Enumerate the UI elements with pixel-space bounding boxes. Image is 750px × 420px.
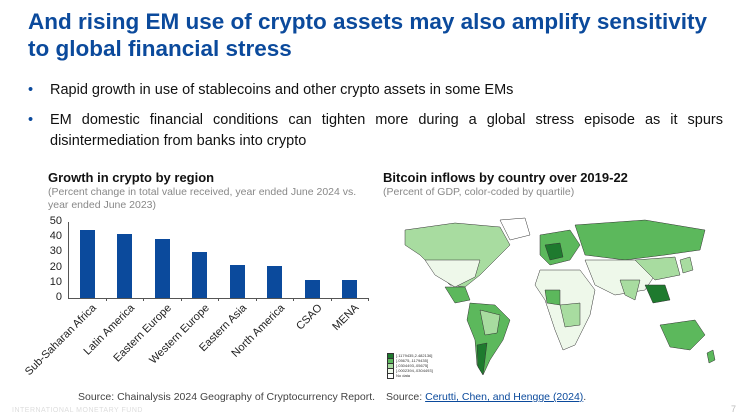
x-tick <box>143 298 144 301</box>
x-tick-label: Sub-Saharan Africa <box>23 302 100 378</box>
y-tick-label: 30 <box>49 245 62 258</box>
source-prefix: Source: <box>386 391 426 403</box>
x-tick <box>180 298 182 301</box>
x-tick <box>293 298 294 301</box>
bullet-icon: • <box>28 82 34 98</box>
legend-entry: No data <box>387 372 433 379</box>
bar <box>79 229 95 298</box>
bar <box>117 234 133 298</box>
x-tick <box>218 298 219 301</box>
x-tick-label: CSAO <box>293 302 325 333</box>
bar <box>229 264 245 298</box>
map-subtitle: (Percent of GDP, color-coded by quartile… <box>383 186 575 198</box>
world-choropleth-map <box>404 217 716 376</box>
y-tick-label: 50 <box>49 215 62 227</box>
y-tick-label: 10 <box>49 275 62 288</box>
bar-chart-title: Growth in crypto by region <box>48 170 215 185</box>
page-number: 7 <box>730 404 736 414</box>
source-suffix: . <box>583 391 587 403</box>
legend-label: No data <box>396 373 411 378</box>
map-legend: [.1179435,2.482136] [.05675,.1179435] [.… <box>387 352 433 379</box>
bullet-icon: • <box>28 112 34 128</box>
x-tick-label: MENA <box>330 302 362 333</box>
x-tick <box>255 298 257 301</box>
map-source: Source: Cerutti, Chen, and Hengge (2024)… <box>386 391 586 403</box>
bar <box>192 252 208 298</box>
footer-org: INTERNATIONAL MONETARY FUND <box>12 407 143 414</box>
bar <box>342 279 358 298</box>
x-tick <box>105 298 107 301</box>
bullet-text: EM domestic financial conditions can tig… <box>50 112 723 149</box>
legend-label: [.05675,.1179435] <box>396 358 428 363</box>
bar <box>304 279 320 298</box>
bar <box>154 238 170 298</box>
y-tick-label: 0 <box>55 291 62 303</box>
y-axis <box>68 222 69 298</box>
bullet-list: • Rapid growth in use of stablecoins and… <box>28 80 723 161</box>
legend-swatch <box>387 372 394 379</box>
y-tick-label: 40 <box>49 230 62 243</box>
bullet-item: • Rapid growth in use of stablecoins and… <box>28 80 723 101</box>
bullet-text: Rapid growth in use of stablecoins and o… <box>50 82 514 98</box>
source-link[interactable]: Cerutti, Chen, and Hengge (2024) <box>425 391 584 403</box>
slide-title: And rising EM use of crypto assets may a… <box>28 9 707 61</box>
x-tick <box>368 298 369 301</box>
y-tick-label: 20 <box>49 260 62 273</box>
bar <box>267 266 283 298</box>
legend-label: [.1179435,2.482136] <box>396 353 433 358</box>
legend-label: [.0304493,.05675] <box>396 363 429 368</box>
bar-chart-subtitle: (Percent change in total value received,… <box>48 186 357 211</box>
bullet-item: • EM domestic financial conditions can t… <box>28 110 723 152</box>
bar-chart-source: Source: Chainalysis 2024 Geography of Cr… <box>78 391 376 403</box>
x-tick <box>330 298 332 301</box>
map-title: Bitcoin inflows by country over 2019-22 <box>383 170 628 185</box>
legend-label: [.0002394,.0304493] <box>396 368 433 373</box>
